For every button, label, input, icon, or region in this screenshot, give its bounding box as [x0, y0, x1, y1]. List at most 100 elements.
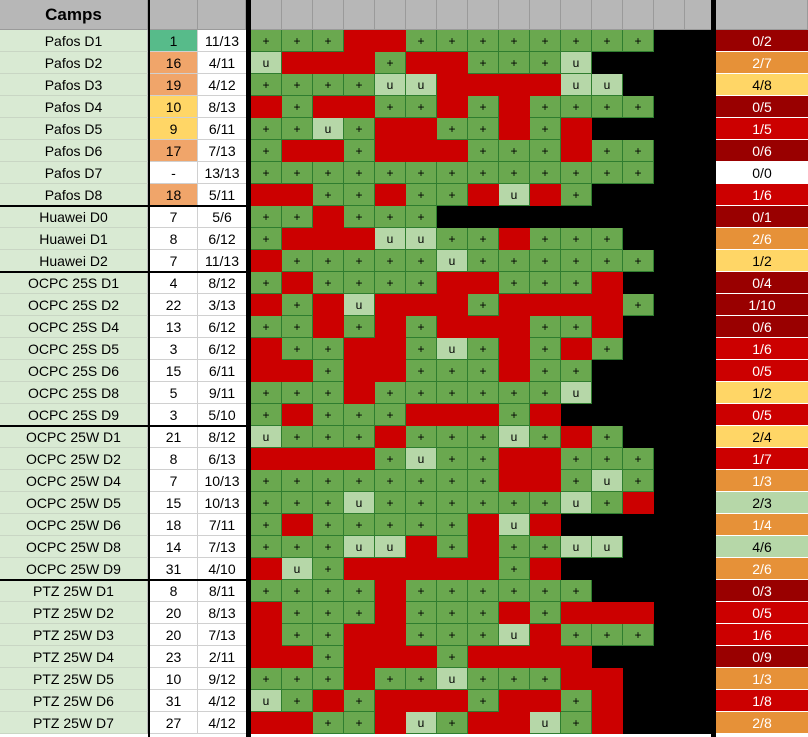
result-cell[interactable] [251, 184, 282, 206]
result-cell[interactable]: u [592, 74, 623, 96]
column-header[interactable] [406, 0, 437, 30]
result-cell[interactable]: + [406, 30, 437, 52]
result-cell[interactable]: + [623, 162, 654, 184]
result-cell[interactable] [499, 228, 530, 250]
camp-name-cell[interactable]: PTZ 25W D5 [0, 668, 148, 690]
result-cell[interactable] [437, 558, 468, 580]
camp-name-cell[interactable]: Pafos D3 [0, 74, 148, 96]
score-cell[interactable]: 2/8 [716, 712, 808, 734]
result-cell[interactable]: + [375, 206, 406, 228]
result-cell[interactable] [437, 52, 468, 74]
result-cell[interactable]: + [375, 404, 406, 426]
fraction-cell[interactable]: 6/12 [198, 338, 246, 360]
result-cell[interactable] [654, 624, 685, 646]
result-cell[interactable]: + [561, 96, 592, 118]
result-cell[interactable] [623, 52, 654, 74]
result-cell[interactable]: + [592, 30, 623, 52]
result-cell[interactable] [592, 514, 623, 536]
fraction-cell[interactable]: 10/13 [198, 492, 246, 514]
result-cell[interactable] [654, 514, 685, 536]
result-cell[interactable]: + [468, 448, 499, 470]
rank-cell[interactable]: 9 [150, 118, 198, 140]
camp-name-cell[interactable]: PTZ 25W D1 [0, 580, 148, 602]
camp-name-cell[interactable]: OCPC 25S D6 [0, 360, 148, 382]
score-cell[interactable]: 1/6 [716, 338, 808, 360]
result-cell[interactable] [592, 294, 623, 316]
result-cell[interactable]: + [251, 536, 282, 558]
result-cell[interactable] [251, 338, 282, 360]
result-cell[interactable] [654, 712, 685, 734]
result-cell[interactable]: + [313, 558, 344, 580]
result-cell[interactable] [375, 690, 406, 712]
result-cell[interactable] [592, 646, 623, 668]
result-cell[interactable] [499, 360, 530, 382]
result-cell[interactable] [654, 294, 685, 316]
result-cell[interactable] [406, 404, 437, 426]
result-cell[interactable]: + [406, 360, 437, 382]
result-cell[interactable] [530, 184, 561, 206]
result-cell[interactable]: + [592, 96, 623, 118]
result-cell[interactable]: u [313, 118, 344, 140]
score-cell[interactable]: 4/8 [716, 74, 808, 96]
result-cell[interactable] [468, 712, 499, 734]
result-cell[interactable]: + [282, 206, 313, 228]
result-cell[interactable]: + [375, 162, 406, 184]
result-cell[interactable] [437, 74, 468, 96]
result-cell[interactable]: + [313, 162, 344, 184]
result-cell[interactable] [592, 602, 623, 624]
result-cell[interactable]: + [468, 360, 499, 382]
result-cell[interactable]: + [623, 250, 654, 272]
camp-name-cell[interactable]: Pafos D2 [0, 52, 148, 74]
result-cell[interactable] [344, 52, 375, 74]
result-cell[interactable] [654, 228, 685, 250]
result-cell[interactable] [468, 74, 499, 96]
result-cell[interactable] [654, 162, 685, 184]
result-cell[interactable] [623, 360, 654, 382]
result-cell[interactable]: + [251, 74, 282, 96]
camp-name-cell[interactable]: Pafos D7 [0, 162, 148, 184]
camp-name-cell[interactable]: OCPC 25W D4 [0, 470, 148, 492]
result-cell[interactable]: + [499, 272, 530, 294]
result-cell[interactable]: + [406, 250, 437, 272]
result-cell[interactable]: + [561, 250, 592, 272]
result-cell[interactable]: + [313, 338, 344, 360]
fraction-cell[interactable]: 7/11 [198, 514, 246, 536]
result-cell[interactable]: + [530, 602, 561, 624]
result-cell[interactable] [654, 426, 685, 448]
result-cell[interactable]: + [468, 294, 499, 316]
result-cell[interactable]: + [437, 426, 468, 448]
result-cell[interactable] [654, 646, 685, 668]
rank-cell[interactable]: 8 [150, 580, 198, 602]
result-cell[interactable] [561, 514, 592, 536]
camp-name-cell[interactable]: OCPC 25S D8 [0, 382, 148, 404]
result-cell[interactable]: + [530, 382, 561, 404]
result-cell[interactable]: + [282, 162, 313, 184]
score-cell[interactable]: 0/6 [716, 316, 808, 338]
result-cell[interactable] [437, 206, 468, 228]
result-cell[interactable] [406, 558, 437, 580]
result-cell[interactable]: u [561, 382, 592, 404]
score-cell[interactable]: 2/6 [716, 558, 808, 580]
result-cell[interactable] [499, 74, 530, 96]
result-cell[interactable] [375, 580, 406, 602]
result-cell[interactable]: + [313, 272, 344, 294]
result-cell[interactable]: + [313, 360, 344, 382]
result-cell[interactable]: + [499, 162, 530, 184]
result-cell[interactable]: + [375, 52, 406, 74]
result-cell[interactable]: + [282, 316, 313, 338]
result-cell[interactable]: + [530, 52, 561, 74]
result-cell[interactable]: u [499, 514, 530, 536]
rank-cell[interactable]: 3 [150, 338, 198, 360]
result-cell[interactable] [561, 338, 592, 360]
result-cell[interactable]: + [251, 140, 282, 162]
result-cell[interactable]: + [468, 580, 499, 602]
result-cell[interactable] [251, 602, 282, 624]
result-cell[interactable] [375, 646, 406, 668]
result-cell[interactable]: + [313, 74, 344, 96]
result-cell[interactable] [406, 294, 437, 316]
score-cell[interactable]: 2/4 [716, 426, 808, 448]
result-cell[interactable] [623, 118, 654, 140]
result-cell[interactable] [623, 580, 654, 602]
result-cell[interactable] [654, 470, 685, 492]
result-cell[interactable]: + [561, 30, 592, 52]
